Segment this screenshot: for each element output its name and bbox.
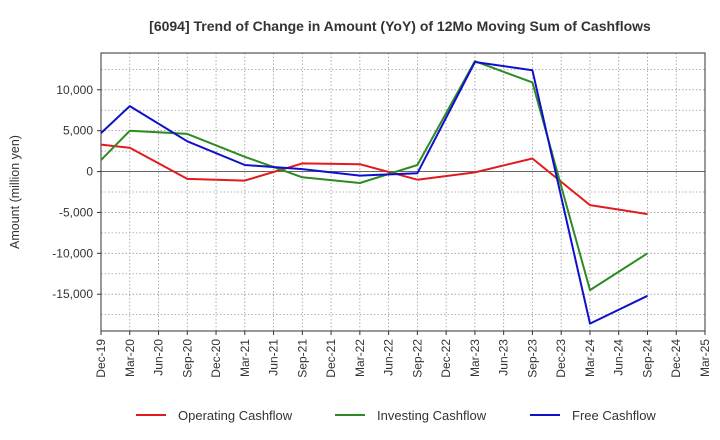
y-tick-label: 5,000 [63,124,93,138]
chart-title: [6094] Trend of Change in Amount (YoY) o… [149,18,651,34]
x-tick-label: Mar-21 [238,339,252,377]
x-tick-label: Dec-22 [439,339,453,378]
x-tick-label: Mar-22 [353,339,367,377]
y-tick-label: 0 [86,165,93,179]
x-tick-label: Sep-24 [640,339,654,378]
legend-label: Free Cashflow [572,408,656,423]
grid-lines [100,53,706,331]
x-tick-label: Jun-24 [612,339,626,376]
x-tick-label: Sep-22 [410,339,424,378]
legend: Operating Cashflow Investing Cashflow Free… [136,408,656,423]
x-tick-label: Jun-21 [267,339,281,376]
y-axis: 10,000 5,000 0 -5,000 -10,000 -15,000 [52,83,101,301]
plot-area-frame [100,52,706,332]
y-tick-label: 10,000 [56,83,93,97]
series-lines [100,60,649,325]
x-tick-label: Jun-20 [152,339,166,376]
legend-label: Operating Cashflow [178,408,293,423]
x-tick-label: Dec-21 [324,339,338,378]
x-tick-label: Sep-21 [295,339,309,378]
y-axis-label: Amount (million yen) [8,135,22,249]
x-tick-label: Mar-24 [583,339,597,377]
x-tick-label: Jun-22 [382,339,396,376]
x-tick-label: Mar-20 [123,339,137,377]
series-line-free-cashflow [100,61,648,325]
x-tick-label: Mar-23 [468,339,482,377]
series-line-operating-cashflow [100,143,648,216]
y-tick-label: -10,000 [52,246,93,260]
x-tick-label: Sep-23 [525,339,539,378]
y-tick-label: -15,000 [52,287,93,301]
x-tick-label: Sep-20 [180,339,194,378]
x-tick-label: Dec-23 [554,339,568,378]
x-tick-label: Dec-20 [209,339,223,378]
legend-label: Investing Cashflow [377,408,487,423]
x-tick-label: Mar-25 [698,339,712,377]
x-tick-label: Dec-24 [669,339,683,378]
y-tick-label: -5,000 [59,205,93,219]
x-axis: Dec-19 Mar-20 Jun-20 Sep-20 Dec-20 Mar-21 Jun-… [94,331,712,378]
x-tick-label: Jun-23 [497,339,511,376]
x-tick-label: Dec-19 [94,339,108,378]
